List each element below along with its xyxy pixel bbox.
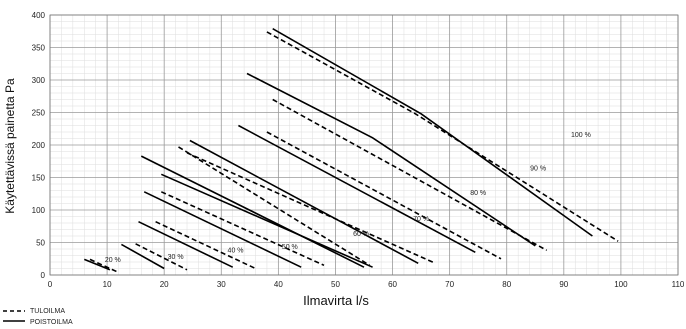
y-tick-label: 250 (32, 109, 46, 118)
poistoilma-curve-60-10 (160, 173, 373, 268)
tuloilma-curve-80-13 (266, 131, 502, 260)
y-tick-label: 100 (32, 206, 46, 215)
poistoilma-curve-90-16 (246, 72, 536, 247)
poistoilma-curve-100-18 (272, 28, 593, 237)
x-axis-title: Ilmavirta l/s (303, 293, 369, 308)
x-tick-label: 0 (48, 280, 53, 289)
x-tick-label: 100 (614, 280, 628, 289)
y-axis-tick-labels: 0 50 100 150 200 250 300 350 400 (32, 11, 46, 280)
poistoilma-curve-80-14 (238, 124, 476, 254)
y-tick-label: 300 (32, 76, 46, 85)
y-tick-label: 400 (32, 11, 46, 20)
x-tick-label: 40 (274, 280, 283, 289)
speed-label-50: 50 % (282, 244, 298, 251)
y-tick-label: 200 (32, 141, 46, 150)
tuloilma-curve-60-8 (178, 146, 371, 266)
poistoilma-curve-60-9 (140, 155, 365, 268)
tuloilma-curve-20-0 (89, 258, 119, 274)
poistoilma-curve-20-1 (83, 258, 111, 271)
y-tick-label: 50 (36, 239, 45, 248)
speed-label-90: 90 % (530, 165, 546, 172)
fan-speed-labels: 20 % 30 % 40 % 50 % 60 % 70 % 80 % 90 % 100 % (105, 132, 591, 264)
legend: TULOILMA POISTOILMA (3, 308, 73, 326)
tuloilma-curve-30-2 (135, 243, 188, 271)
y-tick-label: 350 (32, 44, 46, 53)
x-tick-label: 80 (502, 280, 511, 289)
x-tick-label: 60 (388, 280, 397, 289)
x-tick-label: 10 (103, 280, 112, 289)
tuloilma-curve-90-15 (272, 98, 548, 252)
performance-curves (83, 28, 619, 274)
x-tick-label: 70 (445, 280, 454, 289)
poistoilma-curve-30-3 (121, 243, 165, 270)
y-tick-label: 150 (32, 174, 46, 183)
x-axis-tick-labels: 0 10 20 30 40 50 60 70 80 90 100 110 (48, 280, 685, 289)
poistoilma-curve-50-7 (143, 191, 302, 268)
x-tick-label: 30 (217, 280, 226, 289)
x-tick-label: 20 (160, 280, 169, 289)
speed-label-80: 80 % (470, 190, 486, 197)
tuloilma-curve-40-4 (155, 220, 256, 270)
legend-label-poistoilma: POISTOILMA (30, 319, 73, 326)
speed-label-60: 60 % (353, 231, 369, 238)
x-tick-label: 110 (672, 280, 685, 289)
x-tick-label: 50 (331, 280, 340, 289)
y-tick-label: 0 (41, 271, 46, 280)
speed-label-20: 20 % (105, 257, 121, 264)
speed-label-30: 30 % (168, 254, 184, 261)
speed-label-40: 40 % (228, 247, 244, 254)
legend-label-tuloilma: TULOILMA (30, 308, 65, 315)
tuloilma-curve-50-6 (160, 191, 325, 267)
poistoilma-curve-40-5 (138, 220, 234, 268)
speed-label-70: 70 % (413, 216, 429, 223)
speed-label-100: 100 % (571, 132, 591, 139)
y-axis-title: Käytettävissä painetta Pa (3, 78, 17, 214)
tuloilma-curve-100-17 (266, 31, 619, 242)
x-tick-label: 90 (559, 280, 568, 289)
tuloilma-curve-70-11 (186, 152, 436, 265)
plot-area-border (49, 14, 679, 276)
poistoilma-curve-70-12 (189, 139, 419, 265)
